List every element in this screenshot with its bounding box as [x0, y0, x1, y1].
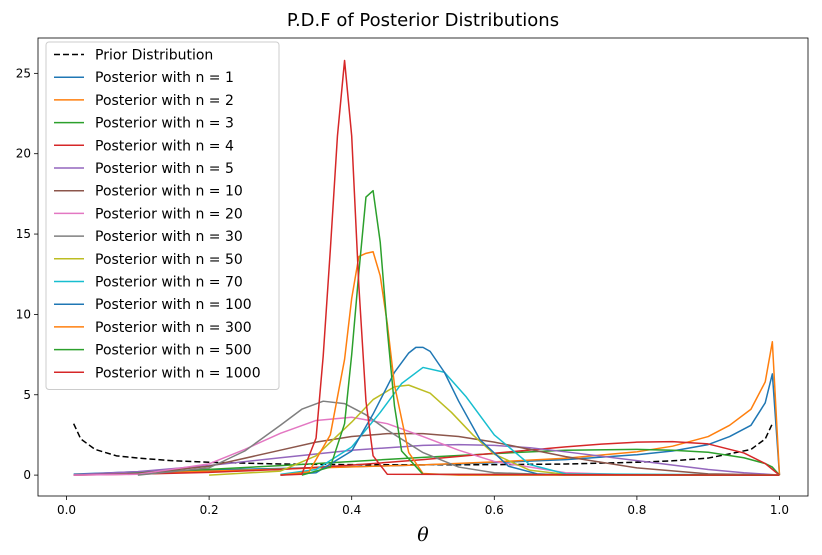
legend-label-9: Posterior with n = 50 [95, 252, 243, 268]
y-tick-label-4: 20 [16, 147, 31, 161]
y-tick-label-2: 10 [16, 307, 31, 321]
legend-label-8: Posterior with n = 30 [95, 229, 243, 245]
x-tick-label-2: 0.4 [342, 503, 361, 517]
legend-box [45, 41, 280, 390]
legend-label-6: Posterior with n = 10 [95, 184, 243, 200]
axes-frame [37, 37, 809, 497]
y-tick-label-5: 25 [16, 66, 31, 80]
series-line-13 [301, 189, 780, 476]
series-line-8 [137, 400, 780, 476]
legend-label-2: Posterior with n = 2 [95, 93, 234, 109]
legend-label-3: Posterior with n = 3 [95, 116, 234, 132]
series-line-10 [280, 366, 780, 476]
x-tick-label-0: 0.0 [57, 503, 76, 517]
x-axis-label: θ [417, 524, 429, 546]
legend-label-12: Posterior with n = 300 [95, 320, 252, 336]
series-line-4 [73, 440, 780, 476]
legend-label-10: Posterior with n = 70 [95, 275, 243, 291]
y-tick-label-0: 0 [23, 468, 31, 482]
legend-label-4: Posterior with n = 4 [95, 138, 234, 154]
legend-label-11: Posterior with n = 100 [95, 297, 252, 313]
y-tick-label-1: 5 [23, 388, 31, 402]
x-tick-label-1: 0.2 [200, 503, 219, 517]
x-tick-label-5: 1.0 [770, 503, 789, 517]
legend-label-5: Posterior with n = 5 [95, 161, 234, 177]
series-line-14 [280, 59, 780, 476]
series-line-1 [73, 373, 781, 476]
x-tick-label-4: 0.8 [627, 503, 646, 517]
series-line-3 [73, 448, 781, 476]
legend-label-1: Posterior with n = 1 [95, 70, 234, 86]
x-tick-label-3: 0.6 [485, 503, 504, 517]
axes-layer: 0.0 0.2 0.4 0.6 0.8 1.0 0 5 10 15 20 25 [16, 37, 809, 517]
legend-label-14: Posterior with n = 1000 [95, 365, 261, 381]
series-layer [72, 59, 781, 476]
legend-label-0: Prior Distribution [95, 48, 213, 64]
series-line-11 [280, 346, 780, 476]
y-tick-label-3: 15 [16, 227, 31, 241]
legend-label-7: Posterior with n = 20 [95, 206, 243, 222]
series-line-12 [280, 250, 780, 476]
series-line-2 [73, 340, 781, 476]
legend: Prior Distribution Posterior with n = 1 Po… [45, 41, 280, 390]
legend-label-13: Posterior with n = 500 [95, 343, 252, 359]
chart-title: P.D.F of Posterior Distributions [287, 10, 559, 31]
